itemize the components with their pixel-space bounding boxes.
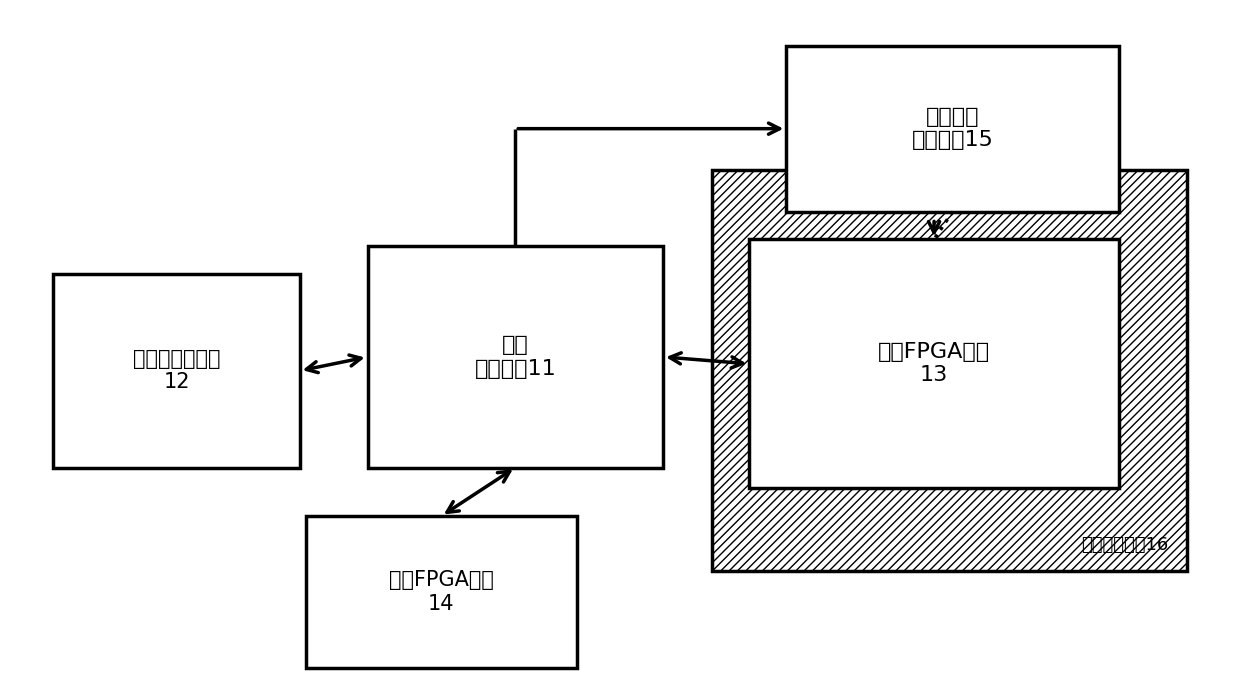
Text: 可控脉冲
激光模块15: 可控脉冲 激光模块15 xyxy=(911,107,993,150)
Bar xyxy=(749,239,1118,489)
Bar xyxy=(53,274,300,468)
Text: 上位机控制模块
12: 上位机控制模块 12 xyxy=(133,349,221,392)
Bar xyxy=(367,246,663,468)
Text: 三维移动模块16: 三维移动模块16 xyxy=(1081,536,1168,554)
Text: 被测FPGA器件
13: 被测FPGA器件 13 xyxy=(878,342,990,386)
Bar xyxy=(712,170,1187,571)
Bar xyxy=(306,516,577,668)
Text: 对照FPGA器件
14: 对照FPGA器件 14 xyxy=(389,570,494,614)
Text: 控制
电路模块11: 控制 电路模块11 xyxy=(475,335,557,379)
Bar xyxy=(786,46,1118,211)
